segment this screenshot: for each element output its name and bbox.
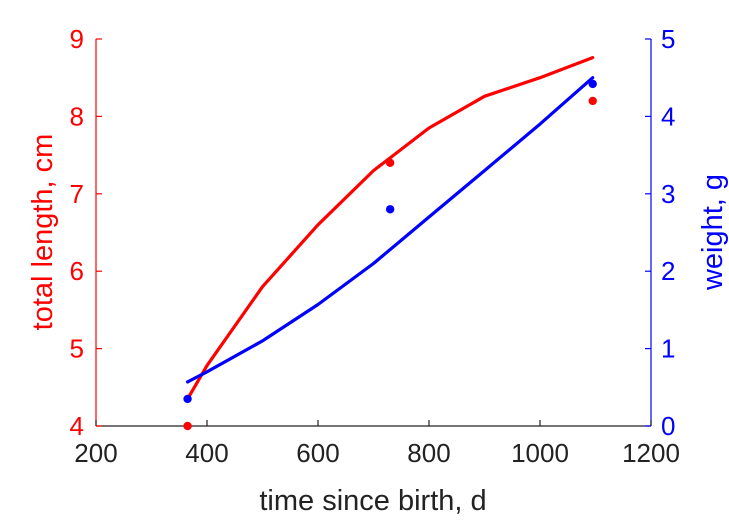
x-tick-label: 1000	[511, 438, 569, 468]
length-data-point	[588, 96, 597, 106]
x-axis-label: time since birth, d	[259, 485, 486, 517]
weight-data-point	[385, 205, 395, 214]
left-y-tick-label: 4	[70, 411, 84, 441]
left-y-axis-label: total length, cm	[27, 134, 59, 331]
weight-data-point	[183, 394, 192, 404]
tick-labels: 200 400 600 800 1000 1200 4 5 6 7 8 9 0 1 2 3 4 5	[70, 24, 680, 468]
left-y-tick-label: 9	[70, 24, 84, 54]
left-y-tick-label: 5	[70, 334, 84, 364]
right-y-tick-label: 3	[661, 179, 675, 209]
right-y-tick-label: 4	[661, 101, 675, 131]
x-tick-label: 200	[74, 438, 117, 468]
length-data-point	[385, 158, 395, 168]
axes	[95, 38, 652, 427]
right-y-tick-label: 1	[661, 334, 675, 364]
data-points	[183, 79, 597, 431]
x-tick-label: 600	[296, 438, 339, 468]
left-y-tick-label: 6	[70, 256, 84, 286]
weight-data-point	[588, 79, 597, 89]
left-y-tick-label: 7	[70, 179, 84, 209]
left-y-tick-label: 8	[70, 101, 84, 131]
x-tick-label: 800	[407, 438, 450, 468]
right-y-axis-label: weight, g	[697, 174, 729, 291]
x-tick-label: 400	[185, 438, 228, 468]
x-tick-label: 1200	[622, 438, 680, 468]
length-fit-line	[186, 56, 595, 401]
weight-fit-line	[186, 76, 595, 384]
right-y-tick-label: 0	[661, 411, 675, 441]
right-y-tick-label: 2	[661, 256, 675, 286]
right-y-tick-label: 5	[661, 24, 675, 54]
fit-lines	[186, 56, 595, 401]
length-data-point	[183, 421, 192, 431]
